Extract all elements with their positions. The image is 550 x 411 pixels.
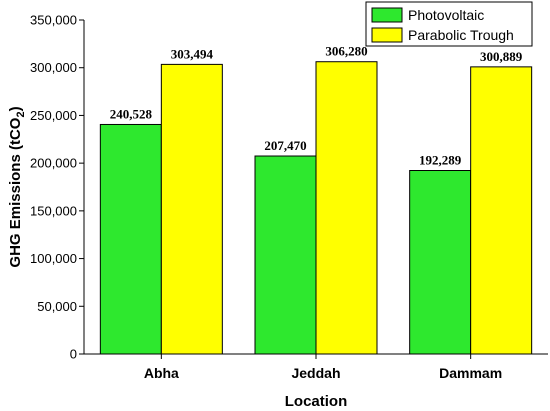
bar-photovoltaic-dammam [409, 170, 472, 355]
data-label: 303,494 [171, 46, 214, 61]
bar-photovoltaic-abha [99, 123, 162, 355]
data-label: 306,280 [325, 44, 367, 59]
y-tick-label: 250,000 [30, 108, 77, 123]
y-tick-label: 100,000 [30, 251, 77, 266]
bar-parabolic-trough-abha [160, 63, 223, 355]
legend-label: Photovoltaic [408, 7, 484, 23]
data-label: 207,470 [264, 138, 306, 153]
x-axis-title: Location [285, 393, 348, 410]
x-tick-label: Jeddah [291, 365, 340, 381]
legend-swatch [371, 27, 403, 43]
y-tick-label: 150,000 [30, 203, 77, 218]
bar-parabolic-trough-dammam [470, 66, 533, 355]
y-tick-label: 50,000 [37, 299, 77, 314]
y-tick-label: 200,000 [30, 156, 77, 171]
legend-label: Parabolic Trough [408, 27, 514, 43]
data-label: 300,889 [480, 49, 523, 64]
bar-parabolic-trough-jeddah [315, 61, 378, 355]
plot-area: 0 50,000 100,000 150,000 200,000 250,000 300,0… [7, 13, 548, 410]
y-axis-title: GHG Emissions (tCO2) [7, 106, 27, 267]
x-tick-label: Abha [144, 365, 179, 381]
y-tick-label: 350,000 [30, 13, 77, 28]
bar-photovoltaic-jeddah [254, 155, 317, 355]
data-label: 192,289 [419, 153, 462, 168]
y-tick-label: 300,000 [30, 60, 77, 75]
x-tick-label: Dammam [439, 365, 502, 381]
legend-swatch [371, 7, 403, 23]
legend: Photovoltaic Parabolic Trough [365, 1, 533, 47]
y-tick-label: 0 [70, 347, 77, 362]
data-label: 240,528 [110, 106, 153, 121]
